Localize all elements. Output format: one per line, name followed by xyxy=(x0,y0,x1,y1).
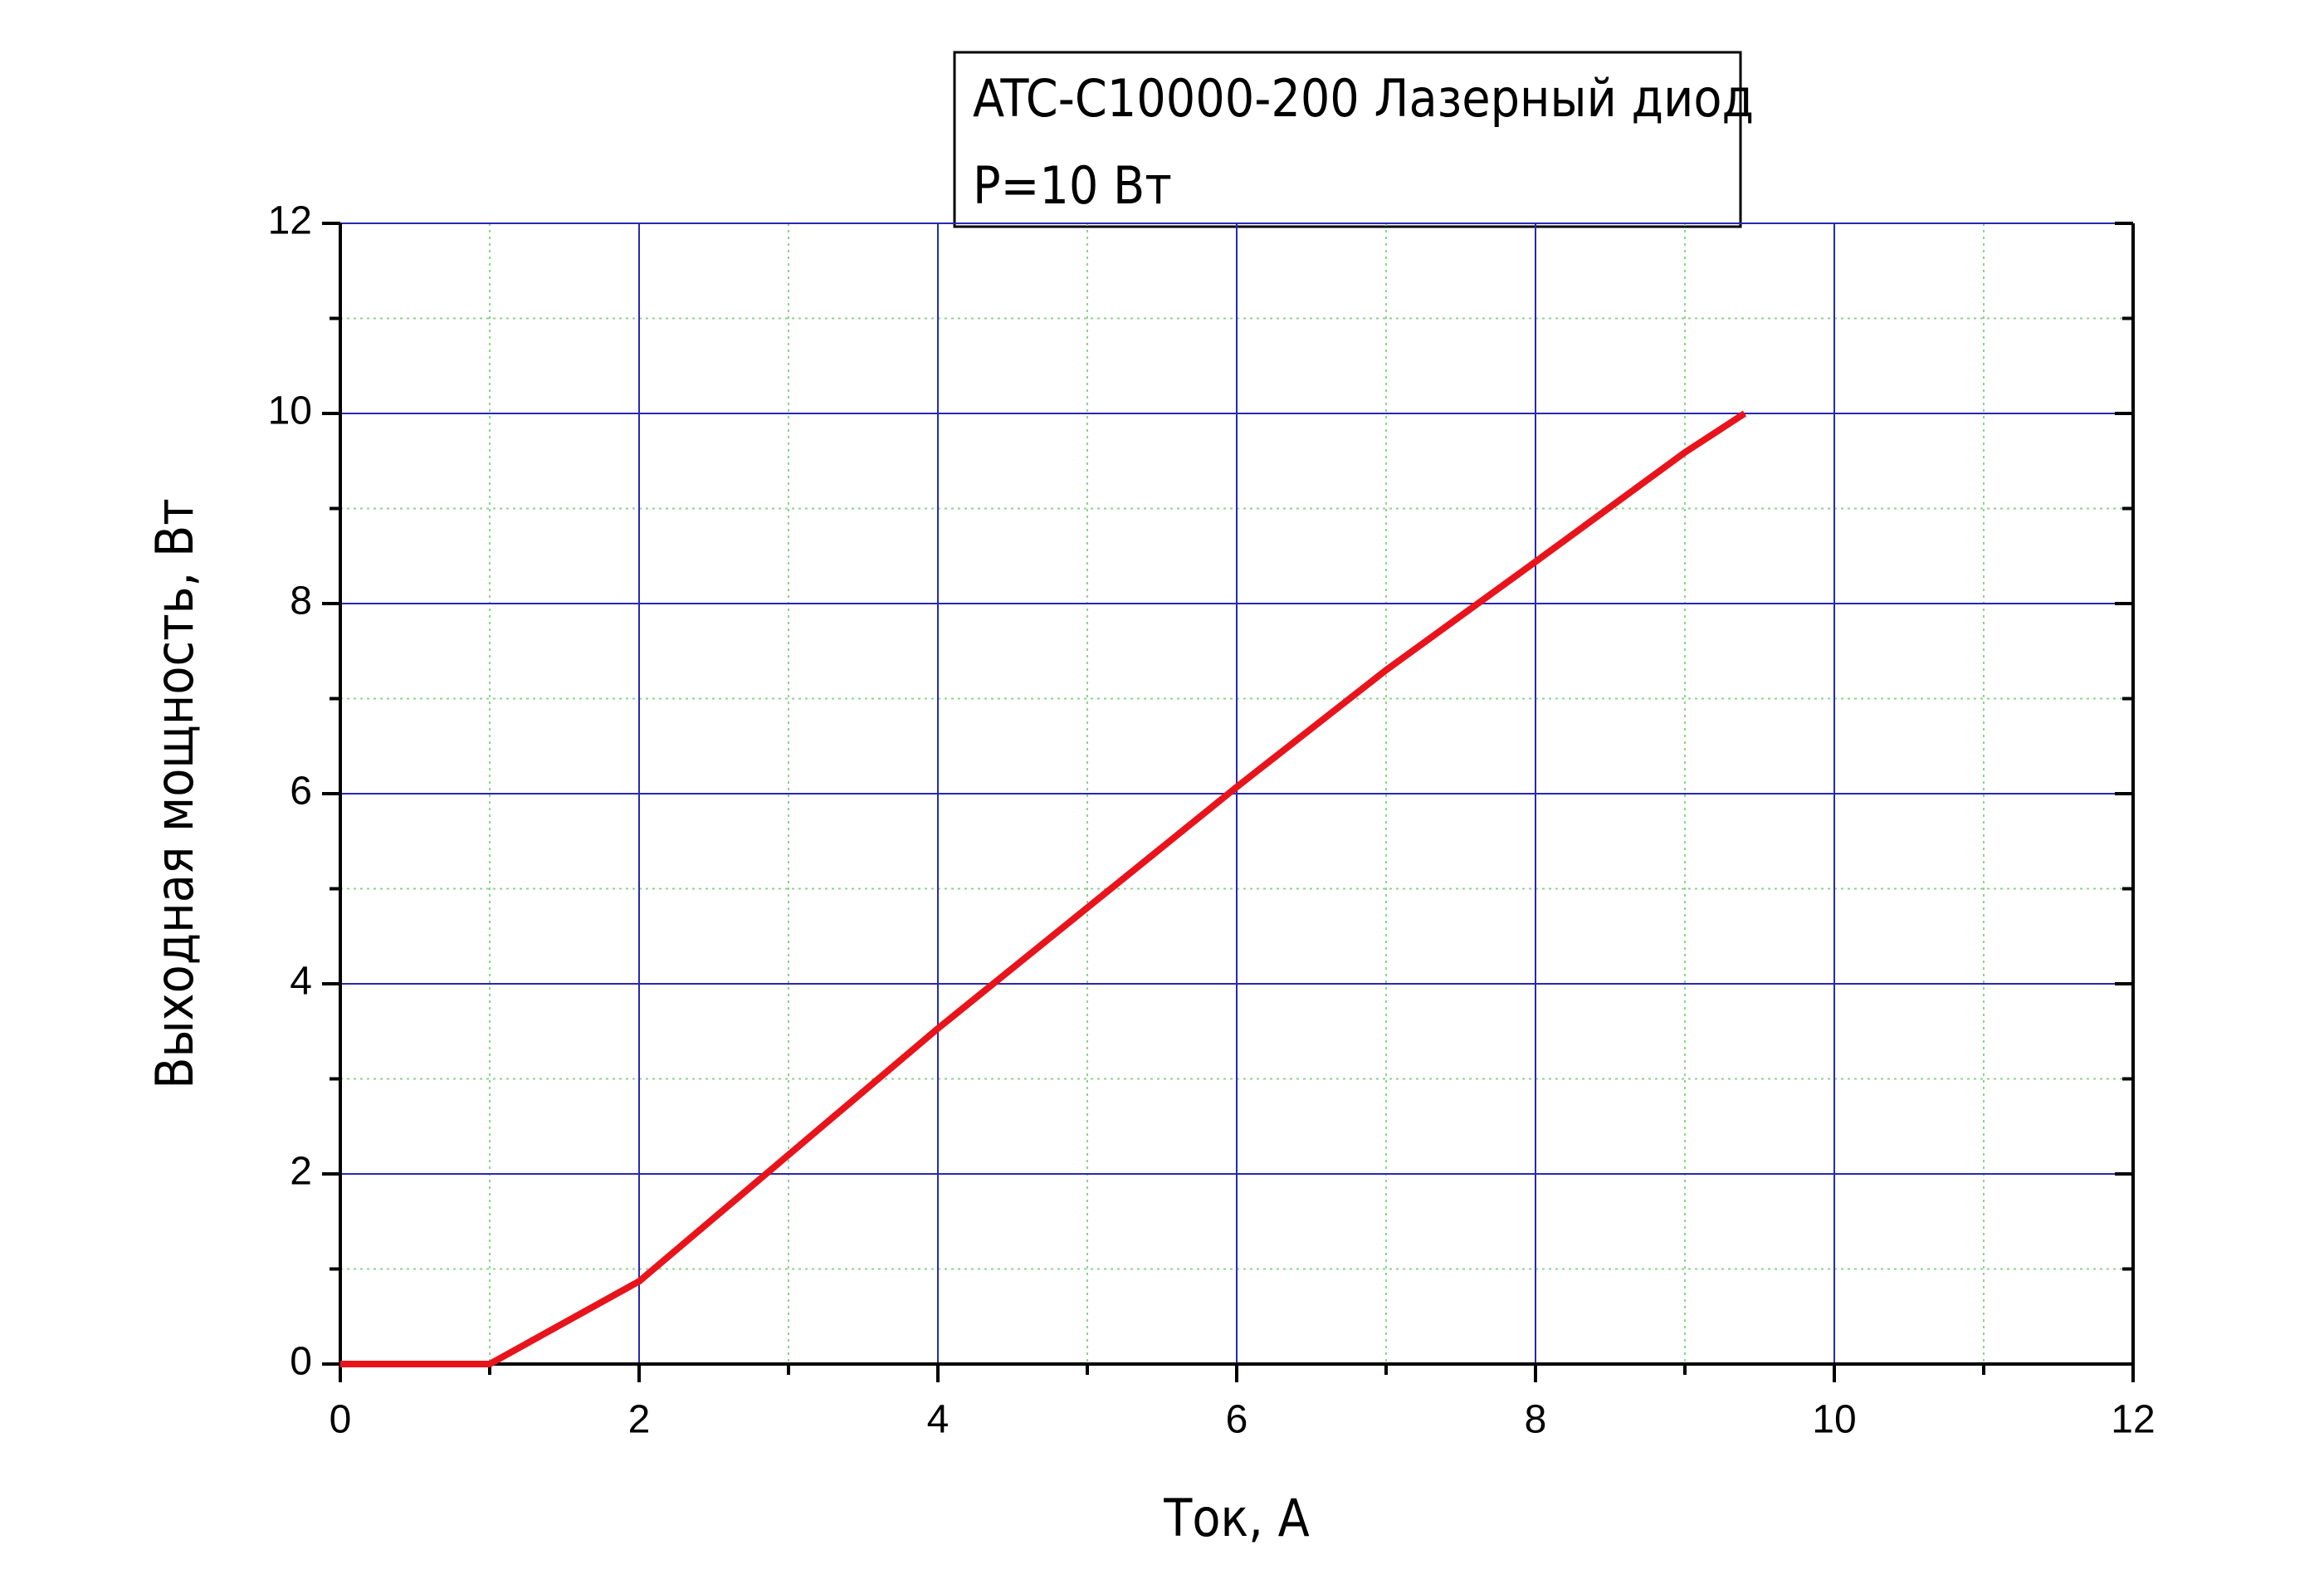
y-tick-label: 0 xyxy=(290,1340,312,1384)
data-line xyxy=(340,410,1747,1367)
x-tick-label: 12 xyxy=(2111,1398,2155,1442)
x-tick-label: 8 xyxy=(1525,1398,1547,1442)
y-tick-label: 8 xyxy=(290,579,312,623)
x-tick-label: 0 xyxy=(330,1398,352,1442)
x-tick-label: 6 xyxy=(1226,1398,1248,1442)
y-tick-label: 2 xyxy=(290,1150,312,1194)
chart-title: ATC-C10000-200 Лазерный диод xyxy=(973,68,1754,129)
x-axis-label: Ток, А xyxy=(1163,1488,1309,1548)
title-box xyxy=(953,51,1742,228)
x-tick-label: 4 xyxy=(927,1398,950,1442)
y-axis-label: Выходная мощность, Вт xyxy=(144,498,205,1088)
y-tick-label: 4 xyxy=(290,960,312,1004)
y-tick-label: 6 xyxy=(290,770,312,814)
x-tick-label: 10 xyxy=(1812,1398,1856,1442)
y-tick-label: 10 xyxy=(268,389,312,433)
x-tick-label: 2 xyxy=(628,1398,651,1442)
chart-subtitle: P=10 Вт xyxy=(973,155,1172,216)
y-tick-label: 12 xyxy=(268,199,312,243)
